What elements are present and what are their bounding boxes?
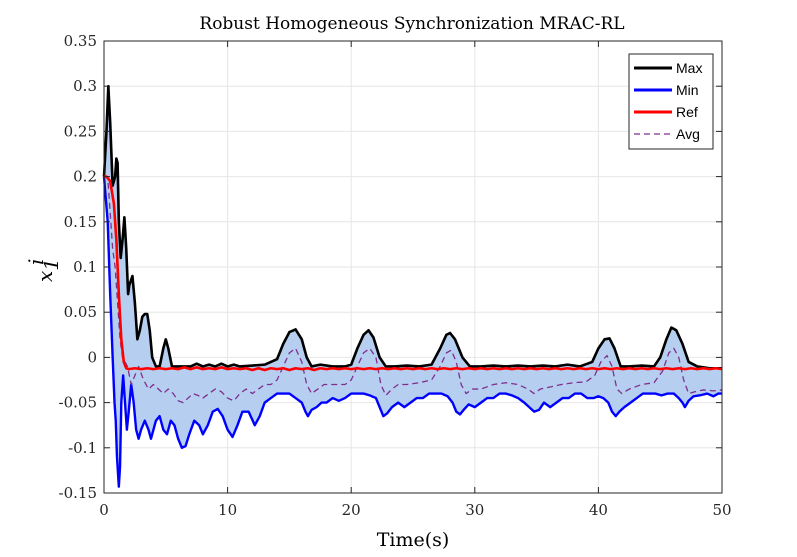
y-tick-label: 0: [87, 348, 97, 366]
y-tick-label: 0.05: [64, 303, 97, 321]
x-axis-ticks: 0 10 20 30 40 50: [99, 41, 732, 519]
x-tick-label: 20: [342, 501, 361, 519]
y-axis-ticks: -0.15 -0.1 -0.05 0 0.05 0.1 0.15 0.2 0.25 0.3 0.35: [59, 32, 722, 502]
y-axis-label-subscript: 1: [39, 258, 63, 271]
y-axis-label-superscript: i: [24, 259, 48, 265]
legend-label-min: Min: [676, 82, 699, 98]
x-tick-label: 50: [712, 501, 731, 519]
y-tick-label: 0.15: [64, 213, 97, 231]
y-tick-label: -0.05: [59, 394, 97, 412]
x-tick-label: 0: [99, 501, 109, 519]
x-tick-label: 40: [589, 501, 608, 519]
legend-label-max: Max: [676, 60, 702, 76]
series-line-min: [102, 176, 722, 488]
min-max-band: [104, 86, 722, 487]
y-axis-label-symbol: x: [33, 271, 57, 282]
y-tick-label: -0.1: [68, 439, 97, 457]
y-tick-label: 0.3: [73, 77, 97, 95]
chart-title: Robust Homogeneous Synchronization MRAC-…: [199, 14, 624, 34]
series-line-ref: [104, 175, 723, 372]
y-tick-label: 0.1: [73, 258, 97, 276]
legend: Max Min Ref Avg: [628, 53, 714, 150]
series-lines: [102, 84, 723, 488]
series-line-avg: [104, 175, 723, 404]
series-line-max: [102, 84, 722, 370]
y-tick-label: -0.15: [59, 484, 97, 502]
grid: [104, 41, 722, 493]
y-tick-label: 0.2: [73, 168, 97, 186]
legend-label-avg: Avg: [676, 126, 700, 142]
x-tick-label: 30: [465, 501, 484, 519]
legend-box: [628, 53, 714, 150]
x-axis-label: Time(s): [377, 529, 450, 551]
y-tick-label: 0.35: [64, 32, 97, 50]
y-axis-label: x1i: [24, 258, 63, 282]
legend-label-ref: Ref: [676, 104, 698, 120]
x-tick-label: 10: [218, 501, 237, 519]
y-tick-label: 0.25: [64, 122, 97, 140]
band-fill: [104, 86, 722, 487]
